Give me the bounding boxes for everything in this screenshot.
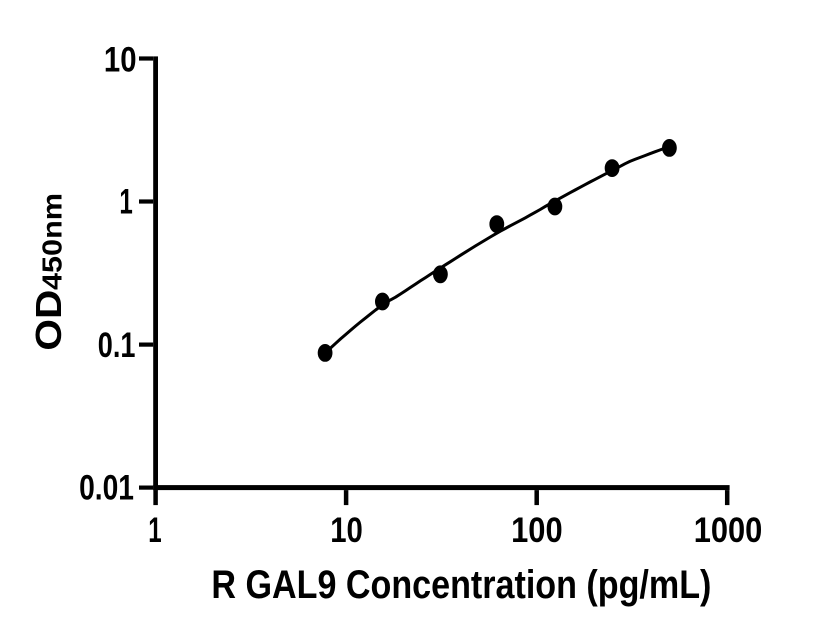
- svg-text:1: 1: [119, 183, 132, 222]
- svg-text:10: 10: [330, 511, 363, 550]
- svg-text:OD: OD: [28, 290, 69, 351]
- svg-text:100: 100: [511, 511, 563, 550]
- svg-text:1000: 1000: [694, 511, 763, 550]
- svg-text:1: 1: [148, 511, 161, 550]
- svg-text:R GAL9 Concentration (pg/mL): R GAL9 Concentration (pg/mL): [211, 563, 711, 607]
- svg-text:0.1: 0.1: [98, 326, 136, 365]
- svg-text:0.01: 0.01: [79, 469, 134, 508]
- svg-text:10: 10: [104, 40, 137, 79]
- svg-text:450nm: 450nm: [37, 193, 68, 290]
